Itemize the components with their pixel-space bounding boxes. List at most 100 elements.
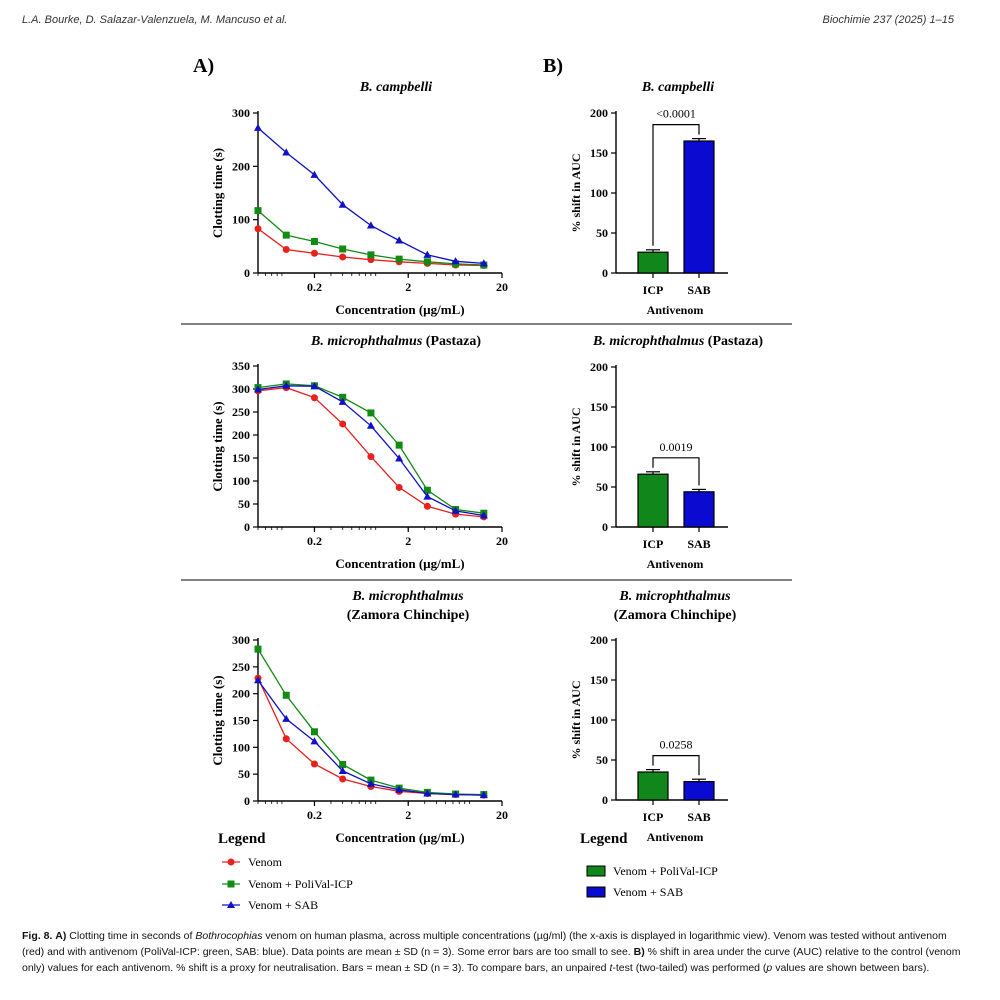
chart-title: B. microphthalmus (Pastaza)	[592, 334, 763, 349]
data-point	[366, 221, 375, 229]
data-point	[310, 170, 319, 178]
x-tick-label: SAB	[687, 283, 710, 297]
data-point	[254, 123, 262, 131]
y-tick-label: 150	[232, 451, 250, 465]
y-axis-label: % shift in AUC	[569, 680, 583, 759]
data-point	[339, 420, 347, 428]
data-point	[310, 760, 318, 768]
triangle-marker-icon	[227, 901, 235, 908]
legend-a: Legend Venom Venom + PoliVal-ICP Venom +…	[218, 831, 353, 912]
bar-sab	[683, 491, 715, 528]
y-tick-label: 50	[238, 767, 250, 781]
y-tick-label: 50	[596, 480, 608, 494]
series-line-2	[257, 648, 484, 796]
panel-label-b: B)	[543, 55, 563, 77]
y-tick-label: 200	[232, 687, 250, 701]
x-axis-label: Concentration (µg/mL)	[335, 830, 464, 845]
caption-b-text-2: -test (two-tailed) was performed (	[612, 962, 767, 974]
chart-1: B. campbelli 0 100 200 300 0.2 2 20 Concentratio…	[210, 80, 508, 317]
x-axis-label: Antivenom	[647, 557, 704, 571]
series-line-3	[257, 385, 484, 517]
y-tick-label: 100	[232, 740, 250, 754]
bar-sab	[683, 140, 715, 274]
data-point	[423, 486, 431, 494]
data-point	[479, 790, 488, 799]
caption-b-label: B)	[633, 946, 645, 958]
data-point	[339, 245, 347, 253]
y-tick-label: 150	[590, 146, 608, 160]
data-point	[366, 779, 375, 787]
data-point	[366, 421, 375, 429]
y-tick-label: 150	[232, 714, 250, 728]
data-point	[310, 737, 319, 745]
y-tick-label: 150	[590, 673, 608, 687]
x-tick-label: 0.2	[307, 534, 322, 548]
caption-a-text-2: venom on human plasma, across multiple c…	[22, 930, 947, 958]
data-point	[310, 249, 318, 257]
y-axis-label: Clotting time (s)	[210, 675, 225, 765]
legend-b: Legend Venom + PoliVal-ICP Venom + SAB	[580, 831, 718, 899]
significance-bracket	[652, 123, 700, 246]
data-point	[395, 454, 404, 462]
data-point	[338, 200, 347, 208]
x-tick-label: ICP	[643, 537, 664, 551]
y-tick-label: 0	[244, 794, 250, 808]
data-point	[423, 789, 432, 797]
y-tick-label: 100	[590, 440, 608, 454]
data-point	[395, 785, 404, 793]
y-tick-label: 0	[602, 266, 608, 280]
y-tick-label: 0	[244, 266, 250, 280]
y-tick-label: 200	[590, 360, 608, 374]
data-point	[282, 714, 291, 722]
x-tick-label: SAB	[687, 810, 710, 824]
data-point	[395, 483, 403, 491]
caption-fig-label: Fig. 8.	[22, 930, 53, 942]
data-point	[282, 691, 290, 699]
bar-icp	[637, 251, 669, 274]
x-tick-label: 2	[405, 280, 411, 294]
x-tick-label: ICP	[643, 810, 664, 824]
x-axis-label: Concentration (µg/mL)	[335, 302, 464, 317]
p-value-label: 0.0258	[660, 738, 693, 752]
data-point	[423, 492, 432, 500]
caption-genus: Bothrocophias	[195, 930, 263, 942]
data-point	[451, 506, 460, 514]
x-tick-label: SAB	[687, 537, 710, 551]
legend-b-item-icp: Venom + PoliVal-ICP	[586, 864, 718, 878]
y-tick-label: 100	[232, 213, 250, 227]
caption-b-text-3: values are shown between bars).	[775, 962, 930, 974]
chart-4: B. campbelli 0 50 100 150 200 % shift in AUC IC…	[569, 80, 728, 317]
bar-sab	[683, 780, 715, 801]
legend-b-label-sab: Venom + SAB	[613, 885, 683, 899]
chart-title: B. microphthalmus	[618, 589, 731, 604]
data-point	[479, 511, 488, 519]
data-point	[338, 397, 347, 405]
y-tick-label: 200	[590, 106, 608, 120]
y-tick-label: 250	[232, 660, 250, 674]
data-point	[423, 258, 431, 266]
header-journal: Biochimie 237 (2025) 1–15	[822, 14, 954, 26]
p-value-label: <0.0001	[656, 107, 696, 121]
caption-b-text-1: % shift in area under the curve (AUC) re…	[22, 946, 961, 974]
data-point	[254, 676, 262, 684]
x-axis-label: Concentration (µg/mL)	[335, 556, 464, 571]
legend-b-item-sab: Venom + SAB	[586, 885, 683, 899]
caption-a-text-1: Clotting time in seconds of	[69, 930, 193, 942]
y-tick-label: 300	[232, 106, 250, 120]
data-point	[367, 251, 375, 259]
series-line-1	[257, 386, 484, 518]
legend-a-label-venom: Venom	[248, 855, 283, 869]
square-marker-icon	[227, 880, 235, 888]
legend-a-label-sab: Venom + SAB	[248, 898, 318, 912]
blue-swatch-icon	[586, 886, 606, 898]
p-value-label: 0.0019	[660, 440, 693, 454]
y-tick-label: 100	[590, 186, 608, 200]
y-tick-label: 150	[590, 400, 608, 414]
y-tick-label: 200	[232, 428, 250, 442]
y-tick-label: 100	[232, 474, 250, 488]
y-axis-label: % shift in AUC	[569, 407, 583, 486]
legend-a-item-icp: Venom + PoliVal-ICP	[222, 877, 353, 891]
legend-a-label-icp: Venom + PoliVal-ICP	[248, 877, 353, 891]
data-point	[339, 761, 347, 769]
